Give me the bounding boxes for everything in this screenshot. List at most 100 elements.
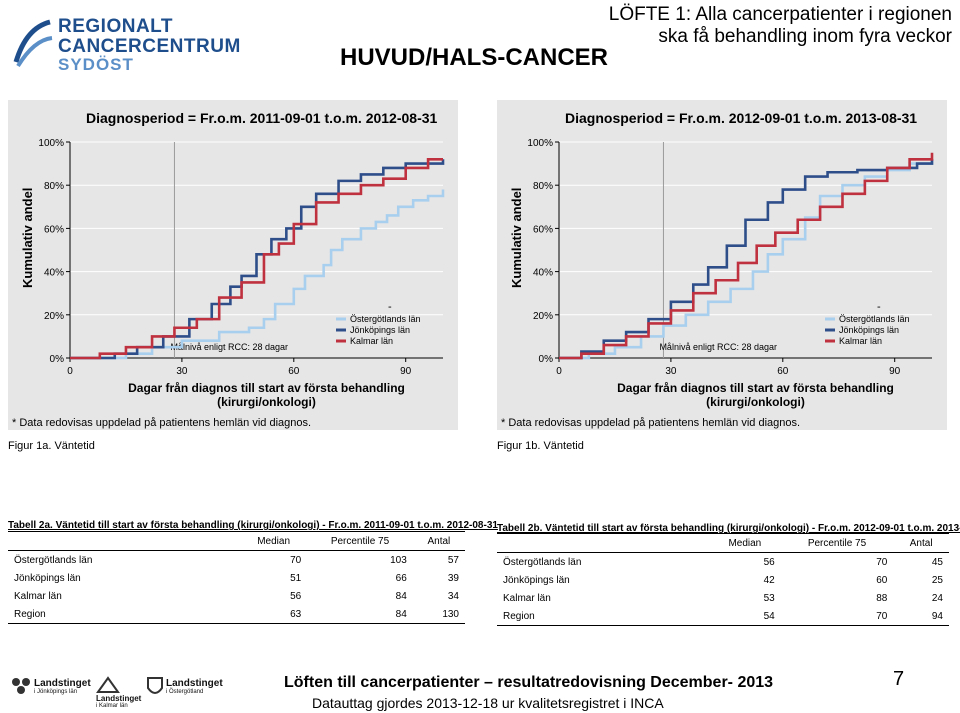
column-header: Median bbox=[240, 531, 308, 551]
logo-kalmar: Landstinget i Kalmar län bbox=[96, 694, 141, 709]
period-label: Diagnosperiod = Fr.o.m. 2012-09-01 t.o.m… bbox=[565, 110, 918, 126]
footer-title: Löften till cancerpatienter – resultatre… bbox=[284, 674, 774, 691]
logo-sub: i Östergötland bbox=[166, 689, 204, 695]
y-tick-label: 20% bbox=[44, 311, 64, 322]
page-number: 7 bbox=[893, 668, 905, 690]
legend-label: Kalmar län bbox=[839, 336, 882, 346]
series-line-Jönköpings län bbox=[70, 159, 445, 360]
y-tick-label: 40% bbox=[44, 268, 64, 279]
x-tick-label: 30 bbox=[176, 366, 188, 377]
x-axis-label-2: (kirurgi/onkologi) bbox=[706, 395, 805, 409]
plot-area bbox=[559, 142, 932, 358]
table-row: Region 54 70 94 bbox=[497, 607, 949, 626]
table-row: Östergötlands län 70 103 57 bbox=[8, 551, 465, 570]
cell: 34 bbox=[447, 590, 459, 602]
cell: 54 bbox=[709, 607, 781, 626]
table-row: Kalmar län 53 88 24 bbox=[497, 589, 949, 607]
figure-caption-1a: Figur 1a. Väntetid bbox=[8, 440, 95, 452]
rcc-logo-icon bbox=[13, 19, 53, 68]
cell: 57 bbox=[447, 554, 459, 566]
promise-line-1: LÖFTE 1: Alla cancerpatienter i regionen bbox=[608, 4, 952, 25]
ostergotland-crest-icon bbox=[147, 677, 163, 694]
cell: 60 bbox=[876, 574, 888, 586]
column-header bbox=[497, 533, 709, 553]
y-tick-label: 0% bbox=[50, 354, 65, 365]
cell: 66 bbox=[395, 572, 407, 584]
cell: Kalmar län bbox=[14, 590, 62, 602]
x-tick-label: 90 bbox=[400, 366, 412, 377]
x-axis-label-2: (kirurgi/onkologi) bbox=[217, 395, 316, 409]
table-2a: Median Percentile 75 Antal Östergötlands… bbox=[8, 531, 465, 624]
cell: 84 bbox=[395, 590, 407, 602]
x-tick-label: 0 bbox=[67, 366, 73, 377]
x-tick-label: 90 bbox=[889, 366, 901, 377]
footnote: * Data redovisas uppdelad på patientens … bbox=[12, 417, 312, 429]
x-tick-label: 60 bbox=[288, 366, 300, 377]
promise-heading: LÖFTE 1: Alla cancerpatienter i regionen… bbox=[592, 4, 952, 48]
legend-dash: - bbox=[388, 301, 392, 313]
logo-sub: i Jönköpings län bbox=[34, 689, 78, 695]
legend-label: Jönköpings län bbox=[350, 325, 410, 335]
legend-label: Östergötlands län bbox=[350, 314, 421, 324]
y-tick-label: 20% bbox=[533, 311, 553, 322]
table-2b-title: Tabell 2b. Väntetid till start av första… bbox=[497, 523, 960, 534]
cell: 130 bbox=[412, 605, 465, 624]
page-title: HUVUD/HALS-CANCER bbox=[340, 44, 608, 71]
y-tick-label: 100% bbox=[527, 138, 553, 149]
series-line-Kalmar län bbox=[70, 157, 443, 360]
landstinget-logo-icon bbox=[12, 678, 30, 694]
logo-jonkoping: Landstinget i Jönköpings län bbox=[34, 678, 91, 695]
legend-dash: - bbox=[877, 301, 881, 313]
target-label: Målnivå enligt RCC: 28 dagar bbox=[659, 342, 777, 352]
legend-label: Kalmar län bbox=[350, 336, 393, 346]
series-line-Kalmar län bbox=[559, 152, 934, 360]
kalmar-logo-icon bbox=[96, 676, 120, 693]
promise-line-2: ska få behandling inom fyra veckor bbox=[658, 26, 952, 47]
y-tick-label: 60% bbox=[44, 224, 64, 235]
cell: 70 bbox=[876, 556, 888, 568]
cell: Kalmar län bbox=[503, 592, 551, 604]
logo-name: Landstinget bbox=[34, 678, 91, 689]
figure-caption-1b: Figur 1b. Väntetid bbox=[497, 440, 584, 452]
chart-1b: 0% 20% 40% 60% 80% 100% 0 30 60 90 Målnivå enligt … bbox=[527, 138, 934, 409]
column-header: Antal bbox=[412, 531, 465, 551]
x-axis-label: Dagar från diagnos till start av första … bbox=[617, 381, 894, 395]
column-header bbox=[8, 531, 240, 551]
y-tick-label: 80% bbox=[44, 181, 64, 192]
cell: Jönköpings län bbox=[503, 574, 570, 586]
chart-1a: 0% 20% 40% 60% 80% 100% 0 30 60 90 Målnivå enligt … bbox=[38, 138, 445, 409]
cell: 94 bbox=[893, 607, 949, 626]
x-tick-label: 0 bbox=[556, 366, 562, 377]
table-2a-title: Tabell 2a. Väntetid till start av första… bbox=[8, 520, 498, 531]
legend-label: Jönköpings län bbox=[839, 325, 899, 335]
logo-ostergotland: Landstinget i Östergötland bbox=[166, 678, 223, 695]
logo-name: Landstinget bbox=[96, 694, 142, 703]
cell: Region bbox=[8, 605, 240, 624]
cell: 42 bbox=[763, 574, 775, 586]
column-header: Percentile 75 bbox=[780, 533, 894, 553]
logo-line-1: REGIONALT bbox=[58, 16, 173, 37]
cell: Östergötlands län bbox=[503, 556, 582, 568]
cell: 24 bbox=[931, 592, 943, 604]
series-line-Östergötlands län bbox=[559, 159, 934, 360]
cell: 51 bbox=[290, 572, 302, 584]
footer-source: Datauttag gjordes 2013-12-18 ur kvalitet… bbox=[312, 695, 664, 711]
table-2b: Median Percentile 75 Antal Östergötlands… bbox=[497, 533, 949, 626]
y-tick-label: 0% bbox=[539, 354, 554, 365]
y-tick-label: 80% bbox=[533, 181, 553, 192]
column-header: Percentile 75 bbox=[307, 531, 413, 551]
table-row: Jönköpings län 51 66 39 bbox=[8, 569, 465, 587]
cell: 56 bbox=[763, 556, 775, 568]
cell: Östergötlands län bbox=[14, 554, 93, 566]
cell: 70 bbox=[290, 554, 302, 566]
cell: 45 bbox=[931, 556, 943, 568]
cell: 56 bbox=[290, 590, 302, 602]
legend-label: Östergötlands län bbox=[839, 314, 910, 324]
table-row: Kalmar län 56 84 34 bbox=[8, 587, 465, 605]
cell: 84 bbox=[307, 605, 413, 624]
x-tick-label: 60 bbox=[777, 366, 789, 377]
table-row: Region 63 84 130 bbox=[8, 605, 465, 624]
footnote: * Data redovisas uppdelad på patientens … bbox=[501, 417, 801, 429]
cell: 70 bbox=[780, 607, 894, 626]
plot-area bbox=[70, 142, 443, 358]
